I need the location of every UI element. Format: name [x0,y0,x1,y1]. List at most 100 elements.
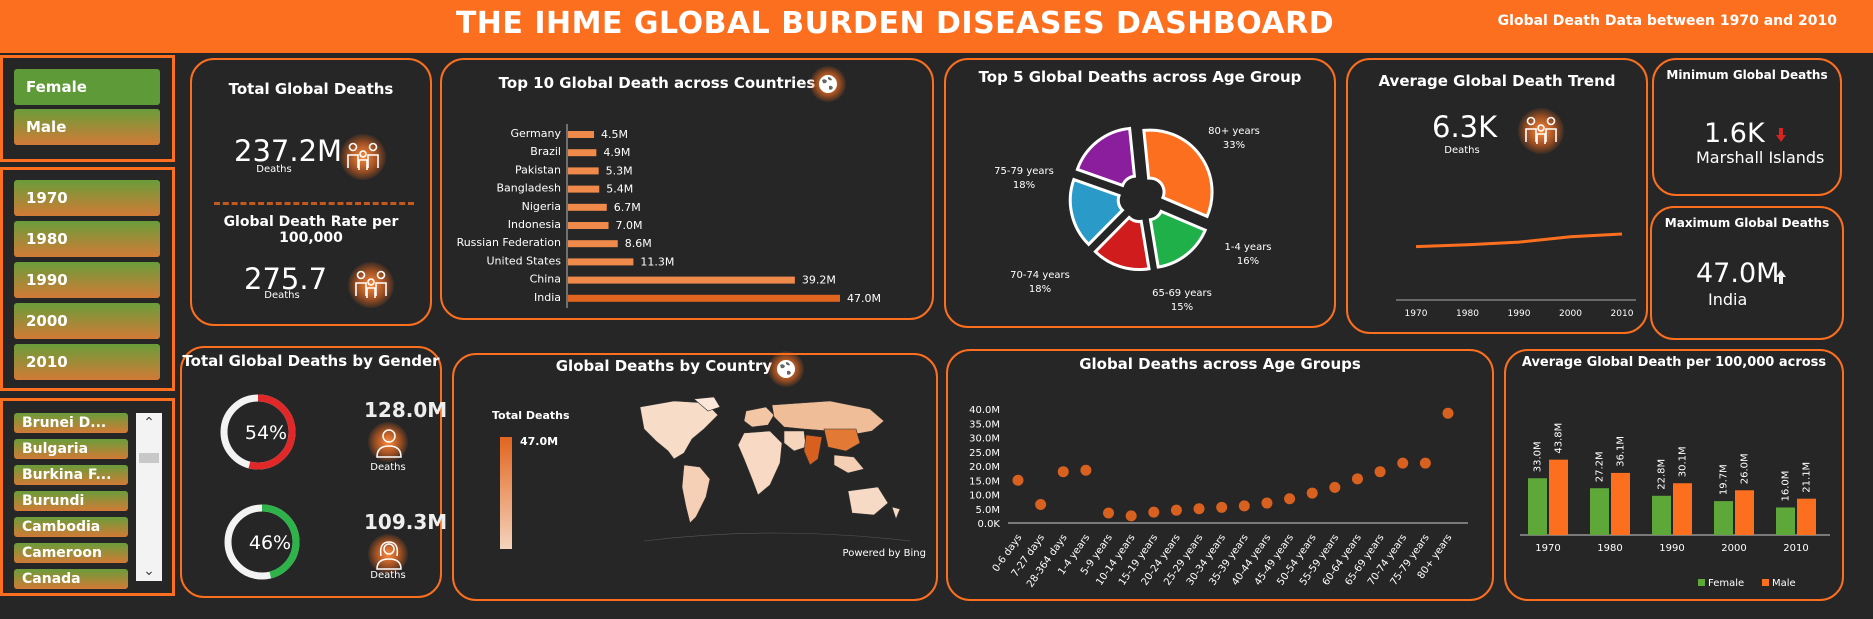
pie-category-label: 80+ years [1208,126,1260,137]
y-tick-label: 30.0M [969,434,1000,445]
slicer-item-country[interactable]: Cameroon [14,543,128,563]
bar-data-label: 36.1M [1616,436,1627,467]
man-icon [376,429,402,458]
pie-percent-label: 16% [1237,256,1259,267]
y-tick-label: 40.0M [969,405,1000,416]
top10-bar-chart: Germany 4.5M Brazil 4.9M Pakistan 5.3M Banglad… [457,124,881,308]
country-data-label: 7.0M [616,219,643,232]
male-value: 109.3M [364,510,448,534]
pie-percent-label: 18% [1029,284,1051,295]
bar-male [1797,498,1816,535]
pie-category-label: 1-4 years [1224,242,1271,253]
world-map[interactable] [634,395,914,545]
divider-dashed [214,202,414,205]
y-tick-label: 10.0M [969,491,1000,502]
map-legend-title: Total Deaths [492,409,570,422]
bar-male [1673,483,1692,535]
arrow-up-icon [1776,270,1786,284]
slicer-item-1970[interactable]: 1970 [14,180,160,216]
top10-countries-card: Top 10 Global Death across Countries Ger… [440,58,934,320]
bar-female [1776,507,1795,535]
slicer-item-male[interactable]: Male [14,109,160,145]
total-deaths-card: Total Global Deaths 237.2M Deaths Global… [190,58,432,326]
gender-deaths-card: Total Global Deaths by Gender 54% 46% 12… [180,346,447,598]
age-point [1216,501,1228,513]
country-tick-label: Bangladesh [497,182,562,195]
woman-icon [376,541,402,570]
female-deaths-label: Deaths [370,462,406,473]
map-legend-gradient [500,437,512,549]
country-bar [568,167,599,175]
gender-donut-charts [220,394,300,580]
bar-male [1549,459,1568,535]
family-icon [355,270,387,298]
country-tick-label: Pakistan [515,163,561,176]
min-deaths-card: Minimum Global Deaths 1.6K Marshall Isla… [1652,58,1842,196]
year-tick-label: 2000 [1721,543,1746,554]
female-value: 128.0M [364,398,448,422]
age-point [1012,474,1024,486]
country-bar [568,149,597,157]
arrow-down-icon [1776,128,1786,142]
age-point [1148,506,1160,518]
slicer-item-1980[interactable]: 1980 [14,221,160,257]
age-scatter-card: Global Deaths across Age Groups 0.0K 5.0M… [946,349,1494,601]
slicer-item-1990[interactable]: 1990 [14,262,160,298]
slicer-item-country[interactable]: Brunei D... [14,413,128,433]
avg-trend-label: Deaths [1444,145,1480,156]
slicer-item-country[interactable]: Burundi [14,491,128,511]
male-pct: 46% [248,532,292,554]
age-point [1374,466,1386,478]
country-slicer: Brunei D... Bulgaria Burkina F... Burund… [0,398,175,596]
max-deaths-title: Maximum Global Deaths [1664,216,1830,230]
slicer-item-country[interactable]: Bulgaria [14,439,128,459]
bar-female [1714,501,1733,535]
total-deaths-title: Total Global Deaths [228,80,394,98]
max-deaths-value: 47.0M [1696,258,1780,289]
family-icon [1525,116,1557,144]
age-point [1035,498,1047,510]
slicer-item-2000[interactable]: 2000 [14,303,160,339]
chevron-down-icon[interactable]: ⌄ [143,563,155,579]
slicer-item-country[interactable]: Cambodia [14,517,128,537]
bar-data-label: 43.8M [1554,423,1565,454]
age-point [1261,497,1273,509]
bar-data-label: 16.0M [1781,471,1792,502]
min-deaths-country: Marshall Islands [1696,148,1825,167]
min-deaths-title: Minimum Global Deaths [1666,68,1828,82]
country-data-label: 47.0M [847,292,881,305]
age-point [1442,407,1454,419]
year-tick-label: 1980 [1456,309,1479,319]
death-rate-title: Global Death Rate per 100,000 [223,214,399,246]
country-bar [568,203,607,211]
slicer-item-2010[interactable]: 2010 [14,344,160,380]
country-data-label: 6.7M [614,201,641,214]
slicer-item-country[interactable]: Burkina F... [14,465,128,485]
pie-category-label: 70-74 years [1010,270,1070,281]
year-slicer: 1970 1980 1990 2000 2010 [0,167,175,391]
legend-label-male: Male [1772,578,1796,589]
bar-female [1590,488,1609,535]
age-scatter-chart: 0.0K 5.0M 10.0M 15.0M 20.0M 25.0M 30.0M 35.0M 40… [969,405,1468,590]
country-slicer-scrollbar[interactable]: ⌃ ⌄ [136,413,162,581]
top10-title: Top 10 Global Death across Countries [498,74,816,92]
chevron-up-icon[interactable]: ⌃ [143,415,155,431]
country-bar [568,131,595,138]
year-tick-label: 2010 [1611,309,1634,319]
slicer-item-country[interactable]: Canada [14,569,128,589]
country-tick-label: Nigeria [522,200,561,213]
total-deaths-value: 237.2M [234,134,343,168]
country-bar [568,240,618,248]
max-deaths-card: Maximum Global Deaths 47.0M India [1650,206,1844,340]
year-tick-label: 2010 [1783,543,1808,554]
country-data-label: 5.3M [606,164,633,177]
slicer-item-female[interactable]: Female [14,69,160,105]
pie-slice [1142,128,1214,219]
year-tick-label: 1970 [1535,543,1560,554]
bar-male [1611,472,1630,535]
scrollbar-thumb[interactable] [139,453,159,463]
country-bar [568,258,634,266]
country-data-label: 11.3M [640,255,674,268]
avg-trend-value: 6.3K [1432,110,1498,144]
total-deaths-label: Deaths [256,164,292,175]
